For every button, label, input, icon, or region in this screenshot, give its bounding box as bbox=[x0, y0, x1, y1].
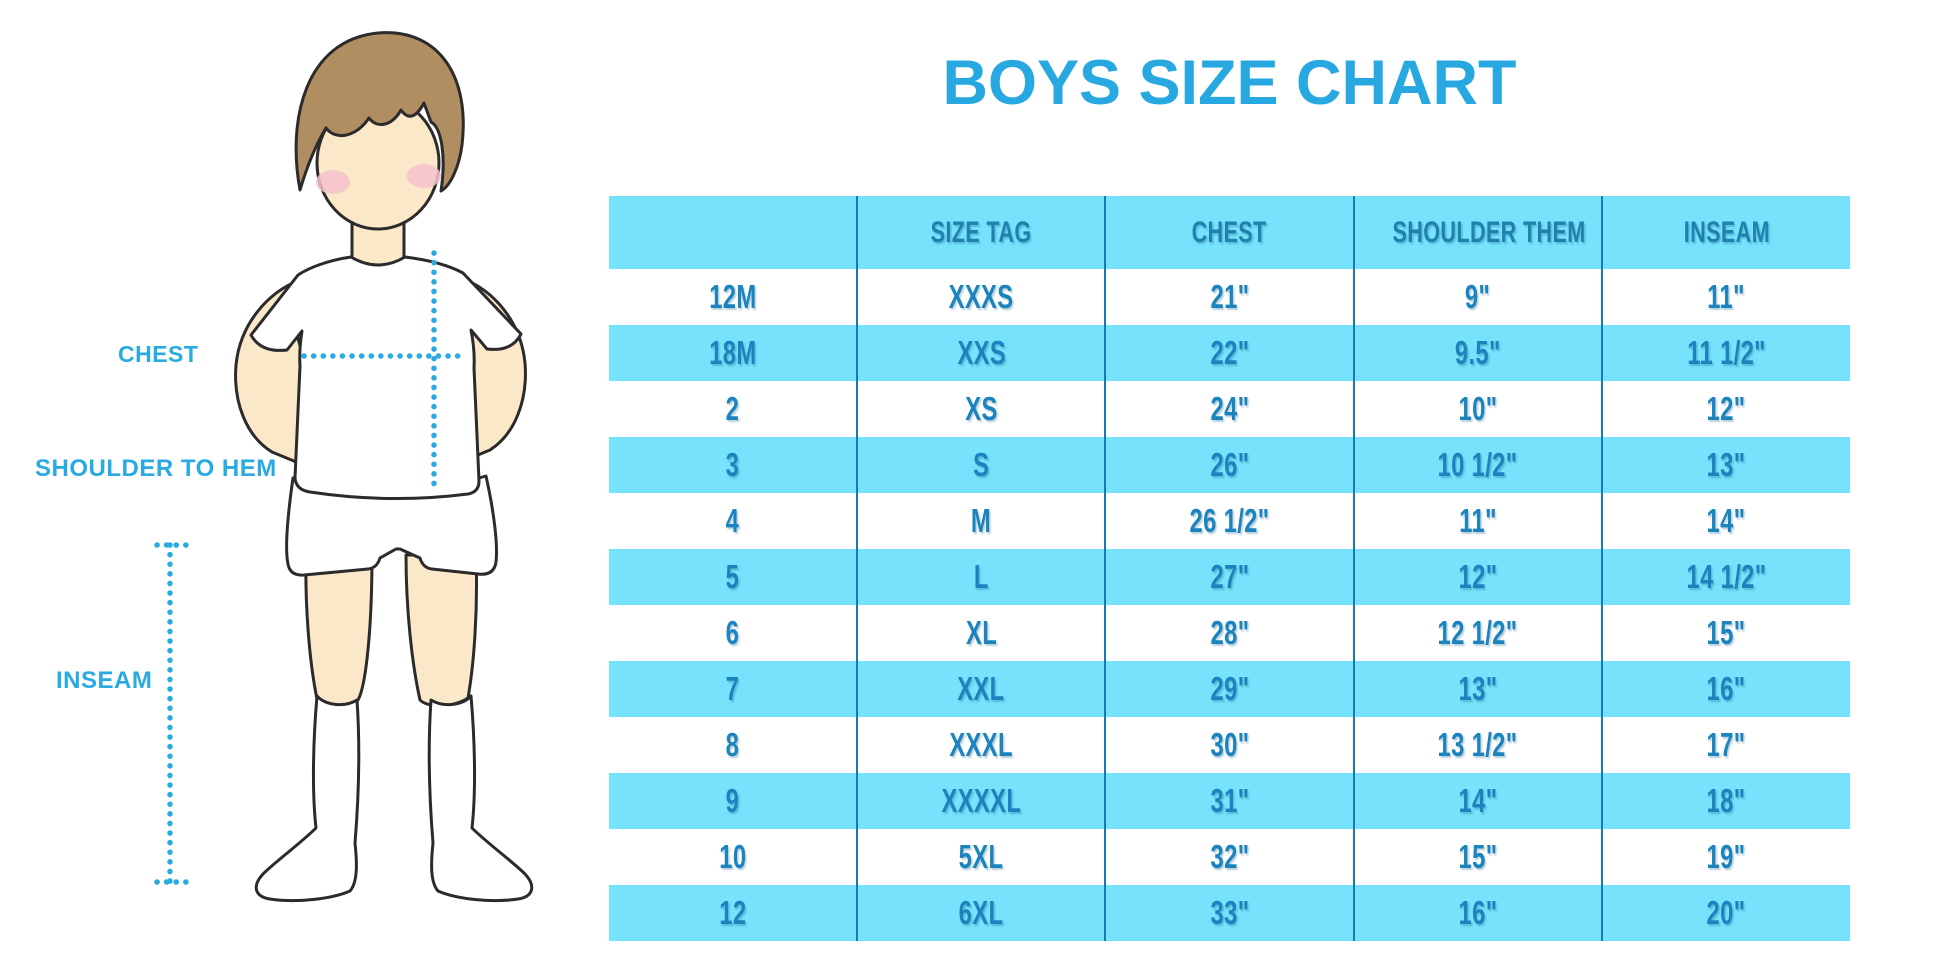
table-cell: 11" bbox=[1352, 493, 1602, 549]
table-cell: 22" bbox=[1104, 325, 1354, 381]
table-cell: 28" bbox=[1104, 605, 1354, 661]
table-header-size-tag: SIZE TAG bbox=[856, 196, 1106, 269]
table-cell: 33" bbox=[1104, 885, 1354, 941]
table-cell: 9" bbox=[1352, 269, 1602, 325]
table-cell: 30" bbox=[1104, 717, 1354, 773]
table-row: 18M XXS 22" 9.5" 11 1/2" bbox=[609, 325, 1850, 381]
table-row: 12 6XL 33" 16" 20" bbox=[609, 885, 1850, 941]
table-cell: XXS bbox=[856, 325, 1106, 381]
table-cell: 10 1/2" bbox=[1352, 437, 1602, 493]
table-cell: 11 1/2" bbox=[1600, 325, 1850, 381]
table-header-blank bbox=[609, 196, 858, 269]
table-cell: 15" bbox=[1352, 829, 1602, 885]
table-cell: 6 bbox=[725, 614, 740, 651]
right-knee-shape bbox=[404, 553, 479, 708]
right-blush bbox=[407, 164, 441, 188]
table-row: 6 XL 28" 12 1/2" 15" bbox=[609, 605, 1850, 661]
shoulder-to-hem-label: SHOULDER TO HEM bbox=[35, 455, 277, 482]
table-cell: 12 1/2" bbox=[1352, 605, 1602, 661]
left-blush bbox=[316, 170, 350, 194]
table-cell: XXL bbox=[856, 661, 1106, 717]
table-cell: 3 bbox=[609, 437, 858, 493]
table-row: 3 S 26" 10 1/2" 13" bbox=[609, 437, 1850, 493]
table-header-shoulder-them: SHOULDER THEM bbox=[1352, 196, 1602, 269]
table-cell: 18M bbox=[609, 325, 858, 381]
table-cell: 20" bbox=[1600, 885, 1850, 941]
table-cell: 13" bbox=[1352, 661, 1602, 717]
table-cell: 4 bbox=[725, 502, 740, 539]
table-cell: 17" bbox=[1600, 717, 1850, 773]
left-sock-shape bbox=[254, 694, 361, 903]
table-cell: XXXL bbox=[856, 717, 1106, 773]
table-row: 7 XXL 29" 13" 16" bbox=[609, 661, 1850, 717]
header-row: SIZE TAG CHEST SHOULDER THEM INSEAM bbox=[609, 196, 1850, 269]
measurement-figure: CHEST SHOULDER TO HEM INSEAM bbox=[0, 0, 600, 973]
table-cell: 12 bbox=[609, 885, 858, 941]
table-cell: L bbox=[856, 549, 1106, 605]
table-cell: 29" bbox=[1104, 661, 1354, 717]
table-row: 4 M 26 1/2" 11" 14" bbox=[609, 493, 1850, 549]
table-cell: 12M bbox=[708, 278, 757, 315]
table-cell: 24" bbox=[1104, 381, 1354, 437]
table-cell: 14" bbox=[1352, 773, 1602, 829]
boy-illustration bbox=[154, 31, 534, 903]
table-cell: 19" bbox=[1600, 829, 1850, 885]
table-cell: 13 1/2" bbox=[1352, 717, 1602, 773]
table-cell: 27" bbox=[1104, 549, 1354, 605]
table-cell: 5 bbox=[609, 549, 858, 605]
table-cell: 15" bbox=[1600, 605, 1850, 661]
table-cell: M bbox=[856, 493, 1106, 549]
table-cell: 21" bbox=[1104, 269, 1354, 325]
table-cell: 10 bbox=[719, 838, 747, 875]
table-cell: 32" bbox=[1104, 829, 1354, 885]
table-cell: S bbox=[856, 437, 1106, 493]
table-cell: XXXXL bbox=[856, 773, 1106, 829]
table-cell: 16" bbox=[1352, 885, 1602, 941]
size-table-body: 12M XXXS 21" 9" 11" 18M XXS 22" 9.5" 11 1/2" 2 XS 24… bbox=[609, 269, 1850, 941]
table-cell: 10" bbox=[1352, 381, 1602, 437]
size-table-head: SIZE TAG CHEST SHOULDER THEM INSEAM bbox=[609, 196, 1850, 269]
inseam-label: INSEAM bbox=[56, 667, 153, 694]
table-cell: 14 1/2" bbox=[1600, 549, 1850, 605]
table-header-inseam: INSEAM bbox=[1600, 196, 1850, 269]
left-knee-shape bbox=[304, 553, 374, 708]
table-row: 2 XS 24" 10" 12" bbox=[609, 381, 1850, 437]
table-row: 9 XXXXL 31" 14" 18" bbox=[609, 773, 1850, 829]
table-row: 12M XXXS 21" 9" 11" bbox=[609, 269, 1850, 325]
table-cell: 11" bbox=[1600, 269, 1850, 325]
table-row: 8 XXXL 30" 13 1/2" 17" bbox=[609, 717, 1850, 773]
tshirt-shape bbox=[249, 255, 523, 501]
table-row: 10 5XL 32" 15" 19" bbox=[609, 829, 1850, 885]
table-cell: 12" bbox=[1600, 381, 1850, 437]
table-cell: 26" bbox=[1104, 437, 1354, 493]
table-cell: 2 bbox=[725, 390, 740, 427]
table-header-chest: CHEST bbox=[1104, 196, 1354, 269]
table-cell: 6XL bbox=[856, 885, 1106, 941]
table-cell: XS bbox=[856, 381, 1106, 437]
table-cell: 5XL bbox=[856, 829, 1106, 885]
table-cell: 9.5" bbox=[1352, 325, 1602, 381]
hair-shape bbox=[294, 31, 465, 193]
table-row: 5 L 27" 12" 14 1/2" bbox=[609, 549, 1850, 605]
table-cell: 14" bbox=[1600, 493, 1850, 549]
table-cell: 16" bbox=[1600, 661, 1850, 717]
size-table: SIZE TAG CHEST SHOULDER THEM INSEAM 12M X… bbox=[609, 196, 1850, 941]
table-cell: 12" bbox=[1352, 549, 1602, 605]
table-cell: 7 bbox=[609, 661, 858, 717]
table-cell: 9 bbox=[609, 773, 858, 829]
table-cell: XXXS bbox=[856, 269, 1106, 325]
table-cell: 26 1/2" bbox=[1104, 493, 1354, 549]
table-cell: 31" bbox=[1104, 773, 1354, 829]
page-title: BOYS SIZE CHART bbox=[942, 48, 1517, 118]
table-cell: 8 bbox=[725, 726, 740, 763]
right-sock-shape bbox=[427, 694, 534, 903]
table-cell: XL bbox=[856, 605, 1106, 661]
chest-label: CHEST bbox=[118, 341, 199, 367]
table-cell: 18" bbox=[1600, 773, 1850, 829]
table-cell: 13" bbox=[1600, 437, 1850, 493]
